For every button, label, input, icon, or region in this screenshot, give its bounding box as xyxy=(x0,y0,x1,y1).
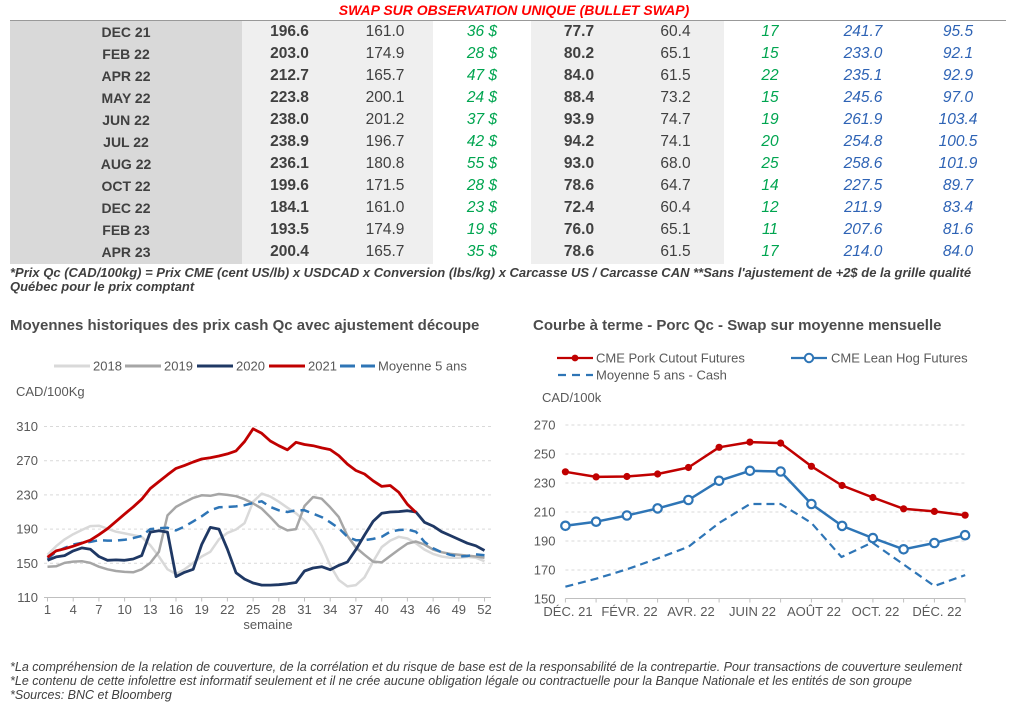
svg-text:230: 230 xyxy=(16,487,38,502)
svg-text:22: 22 xyxy=(220,602,234,617)
svg-text:43: 43 xyxy=(400,602,414,617)
svg-text:190: 190 xyxy=(534,534,556,549)
svg-text:JUIN 22: JUIN 22 xyxy=(729,604,776,619)
svg-text:210: 210 xyxy=(534,505,556,520)
svg-text:250: 250 xyxy=(534,447,556,462)
svg-text:DÉC. 21: DÉC. 21 xyxy=(543,604,592,619)
svg-text:150: 150 xyxy=(16,556,38,571)
svg-text:CME Lean Hog Futures: CME Lean Hog Futures xyxy=(831,351,968,366)
svg-text:CAD/100Kg: CAD/100Kg xyxy=(16,384,85,399)
svg-text:DÉC. 22: DÉC. 22 xyxy=(912,604,961,619)
svg-text:CAD/100k: CAD/100k xyxy=(542,390,602,405)
svg-text:7: 7 xyxy=(95,602,102,617)
svg-text:1: 1 xyxy=(44,602,51,617)
svg-text:49: 49 xyxy=(452,602,466,617)
svg-text:34: 34 xyxy=(323,602,337,617)
svg-text:150: 150 xyxy=(534,592,556,607)
svg-text:16: 16 xyxy=(169,602,183,617)
svg-text:46: 46 xyxy=(426,602,440,617)
svg-text:10: 10 xyxy=(117,602,131,617)
svg-text:110: 110 xyxy=(17,590,38,605)
svg-text:2020: 2020 xyxy=(236,359,265,374)
svg-text:4: 4 xyxy=(70,602,77,617)
svg-text:2021: 2021 xyxy=(308,359,337,374)
svg-text:19: 19 xyxy=(194,602,208,617)
svg-text:semaine: semaine xyxy=(243,617,292,632)
svg-text:270: 270 xyxy=(16,453,38,468)
svg-text:2018: 2018 xyxy=(93,359,122,374)
svg-text:13: 13 xyxy=(143,602,157,617)
svg-text:AVR. 22: AVR. 22 xyxy=(667,604,714,619)
svg-text:AOÛT 22: AOÛT 22 xyxy=(787,604,841,619)
svg-text:310: 310 xyxy=(16,419,38,434)
svg-text:170: 170 xyxy=(534,563,556,578)
svg-text:52: 52 xyxy=(477,602,491,617)
svg-text:FÉVR. 22: FÉVR. 22 xyxy=(601,604,657,619)
svg-text:Moyenne 5 ans: Moyenne 5 ans xyxy=(378,359,467,374)
svg-text:Moyenne 5 ans - Cash: Moyenne 5 ans - Cash xyxy=(596,368,727,383)
svg-text:2019: 2019 xyxy=(164,359,193,374)
svg-text:37: 37 xyxy=(349,602,363,617)
svg-text:28: 28 xyxy=(272,602,286,617)
svg-text:270: 270 xyxy=(534,418,556,433)
svg-text:OCT. 22: OCT. 22 xyxy=(852,604,900,619)
svg-text:25: 25 xyxy=(246,602,260,617)
svg-text:230: 230 xyxy=(534,476,556,491)
svg-text:31: 31 xyxy=(297,602,311,617)
svg-text:CME Pork Cutout Futures: CME Pork Cutout Futures xyxy=(596,351,745,366)
svg-text:190: 190 xyxy=(16,522,38,537)
svg-text:40: 40 xyxy=(374,602,388,617)
